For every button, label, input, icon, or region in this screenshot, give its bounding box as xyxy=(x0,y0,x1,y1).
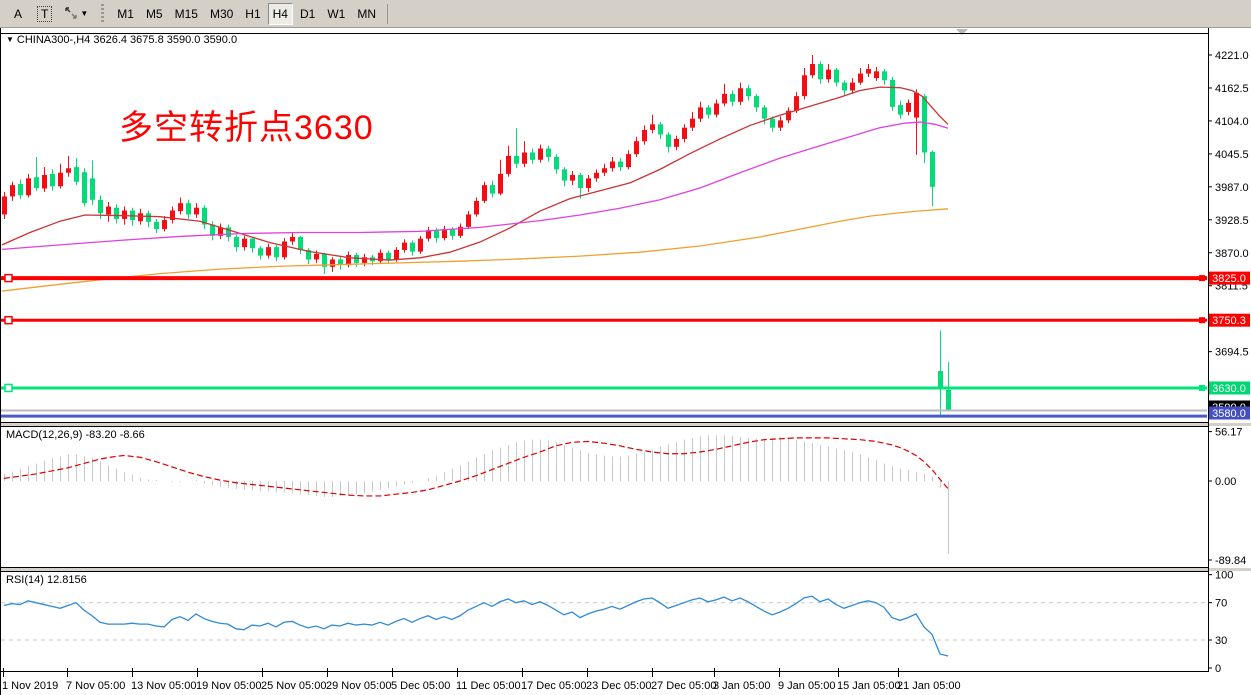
rsi-indicator-label: RSI(14) 12.8156 xyxy=(6,574,87,586)
pointer-arrows-icon xyxy=(64,6,78,22)
svg-text:3825.0: 3825.0 xyxy=(1212,273,1246,285)
timeframe-button-w1[interactable]: W1 xyxy=(322,3,350,25)
dropdown-arrow-icon: ▼ xyxy=(80,9,89,18)
svg-text:4045.5: 4045.5 xyxy=(1215,149,1249,161)
svg-text:3580.0: 3580.0 xyxy=(1212,408,1246,420)
timeframe-button-m5[interactable]: M5 xyxy=(141,3,168,25)
toolbar-grip xyxy=(98,3,108,24)
text-label-icon: T xyxy=(37,5,53,22)
pointer-mode-button[interactable]: ▼ xyxy=(59,3,93,25)
svg-text:19 Nov 05:00: 19 Nov 05:00 xyxy=(196,680,261,692)
price-axis[interactable] xyxy=(1208,28,1251,672)
svg-text:4221.0: 4221.0 xyxy=(1215,50,1249,62)
svg-text:3 Jan 05:00: 3 Jan 05:00 xyxy=(713,680,771,692)
text-label-tool-button[interactable]: T xyxy=(32,3,57,25)
macd-indicator-label: MACD(12,26,9) -83.20 -8.66 xyxy=(6,429,145,441)
timeframe-button-m1[interactable]: M1 xyxy=(112,3,139,25)
timeframe-button-m15[interactable]: M15 xyxy=(170,3,203,25)
svg-text:15 Jan 05:00: 15 Jan 05:00 xyxy=(837,680,901,692)
timeframe-button-h4[interactable]: H4 xyxy=(267,2,293,25)
svg-text:21 Jan 05:00: 21 Jan 05:00 xyxy=(897,680,961,692)
svg-text:9 Jan 05:00: 9 Jan 05:00 xyxy=(778,680,836,692)
svg-text:5 Dec 05:00: 5 Dec 05:00 xyxy=(391,680,450,692)
chart-title: ▼ CHINA300-,H4 3626.4 3675.8 3590.0 3590.… xyxy=(6,34,237,46)
svg-text:23 Dec 05:00: 23 Dec 05:00 xyxy=(586,680,651,692)
timeframe-buttons: M1 M5 M15 M30 H1 H4 D1 W1 MN xyxy=(111,2,382,25)
toolbar-separator xyxy=(387,3,388,24)
svg-text:3987.0: 3987.0 xyxy=(1215,182,1249,194)
timeframe-button-h1[interactable]: H1 xyxy=(240,3,265,25)
svg-text:4162.5: 4162.5 xyxy=(1215,83,1249,95)
timeframe-button-mn[interactable]: MN xyxy=(352,3,381,25)
svg-text:29 Nov 05:00: 29 Nov 05:00 xyxy=(326,680,391,692)
svg-text:70: 70 xyxy=(1215,598,1227,610)
svg-text:3694.5: 3694.5 xyxy=(1215,347,1249,359)
text-tool-button[interactable]: A xyxy=(6,3,30,25)
timeframe-button-m30[interactable]: M30 xyxy=(205,3,238,25)
toolbar: A T ▼ M1 M5 M15 M30 H1 H4 D1 W1 MN xyxy=(0,0,1251,28)
svg-text:-89.84: -89.84 xyxy=(1215,555,1246,567)
svg-text:3750.3: 3750.3 xyxy=(1212,315,1246,327)
chart-ohlc-values: 3626.4 3675.8 3590.0 3590.0 xyxy=(93,34,238,46)
time-axis[interactable] xyxy=(0,672,1208,695)
svg-text:13 Nov 05:00: 13 Nov 05:00 xyxy=(131,680,196,692)
svg-text:100: 100 xyxy=(1215,570,1233,582)
svg-text:27 Dec 05:00: 27 Dec 05:00 xyxy=(651,680,716,692)
svg-text:0: 0 xyxy=(1215,663,1221,675)
svg-text:3630.0: 3630.0 xyxy=(1212,383,1246,395)
svg-text:1 Nov 2019: 1 Nov 2019 xyxy=(2,680,58,692)
collapse-triangle-icon[interactable]: ▼ xyxy=(6,35,14,44)
svg-text:4104.0: 4104.0 xyxy=(1215,116,1249,128)
svg-text:56.17: 56.17 xyxy=(1215,427,1243,439)
svg-text:11 Dec 05:00: 11 Dec 05:00 xyxy=(456,680,521,692)
chart-symbol-period: CHINA300-,H4 xyxy=(16,34,91,46)
chart-annotation-text[interactable]: 多空转折点3630 xyxy=(119,109,374,147)
svg-text:25 Nov 05:00: 25 Nov 05:00 xyxy=(261,680,326,692)
svg-text:17 Dec 05:00: 17 Dec 05:00 xyxy=(521,680,586,692)
svg-text:0.00: 0.00 xyxy=(1215,476,1236,488)
timeframe-button-d1[interactable]: D1 xyxy=(295,3,320,25)
svg-text:3928.5: 3928.5 xyxy=(1215,215,1249,227)
svg-text:30: 30 xyxy=(1215,635,1227,647)
svg-text:3870.0: 3870.0 xyxy=(1215,248,1249,260)
svg-text:7 Nov 05:00: 7 Nov 05:00 xyxy=(66,680,125,692)
